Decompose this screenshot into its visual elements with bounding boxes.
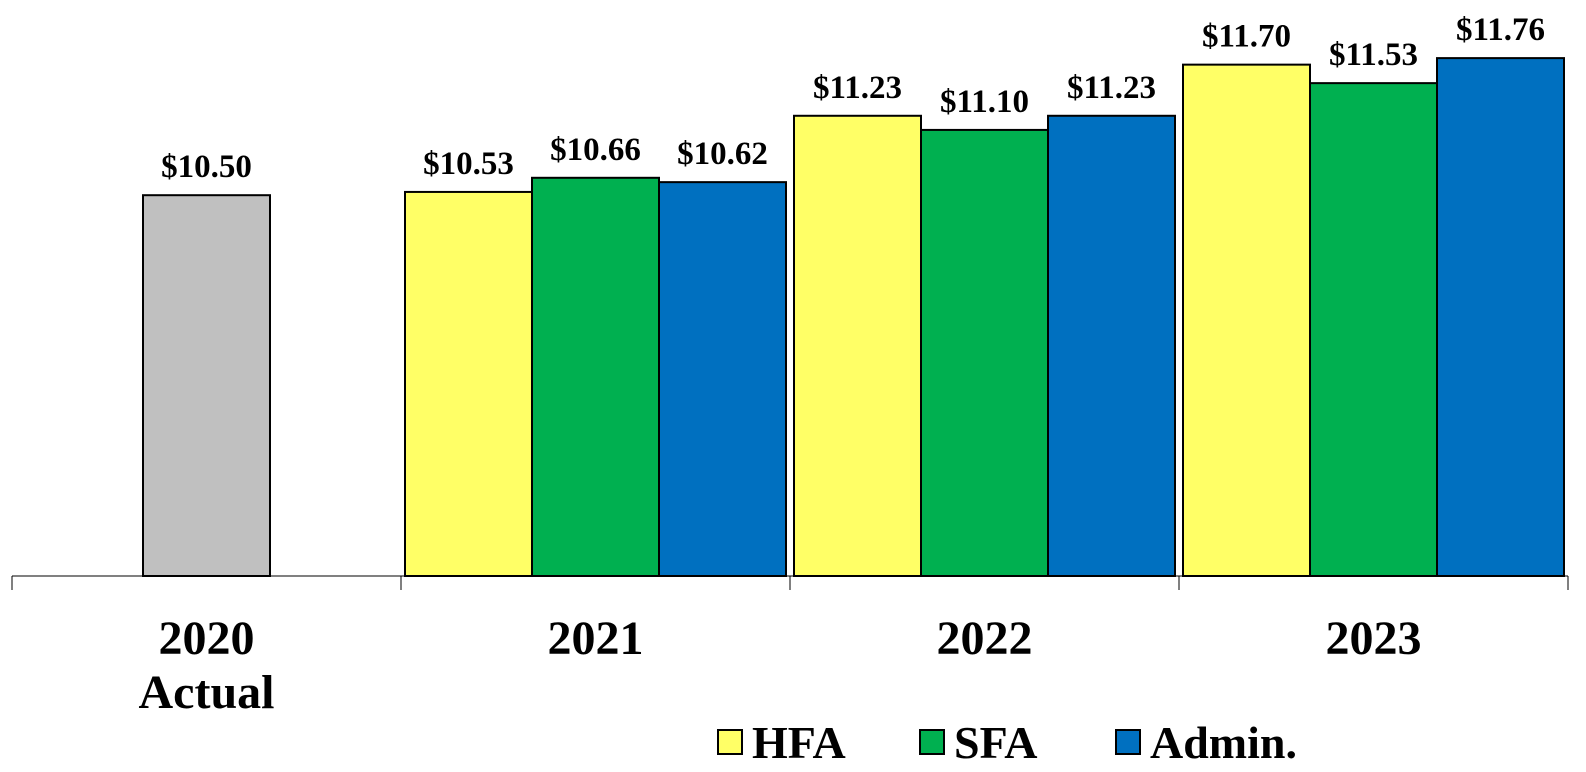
value-label: $10.50 [161, 149, 252, 185]
value-label: $11.23 [1067, 70, 1156, 106]
x-tick-label: 2023 [1325, 612, 1422, 665]
value-label: $10.62 [677, 136, 768, 172]
value-label: $11.10 [940, 84, 1029, 120]
bar [531, 176, 660, 578]
value-label: $11.70 [1202, 19, 1291, 55]
x-tick-label: 2021 [547, 612, 644, 665]
legend-label: HFA [752, 717, 846, 768]
value-label: $10.66 [550, 132, 641, 168]
x-tick-label: 2022 [936, 612, 1033, 665]
x-tick-label: 2020 Actual [138, 612, 275, 719]
bar [142, 194, 271, 577]
bar [1047, 114, 1176, 577]
bar [793, 114, 922, 577]
bar [920, 128, 1049, 577]
value-label: $10.53 [423, 146, 514, 182]
value-label: $11.76 [1456, 12, 1545, 48]
legend-label: Admin. [1150, 717, 1297, 768]
bar [404, 190, 533, 577]
value-label: $11.53 [1329, 37, 1418, 73]
bar [1182, 63, 1311, 577]
bar [1436, 57, 1565, 577]
legend-swatch [919, 729, 945, 755]
bar [658, 181, 787, 577]
bar [1309, 82, 1438, 578]
legend-swatch [717, 729, 743, 755]
legend-label: SFA [954, 717, 1038, 768]
value-label: $11.23 [813, 70, 902, 106]
legend-swatch [1115, 729, 1141, 755]
